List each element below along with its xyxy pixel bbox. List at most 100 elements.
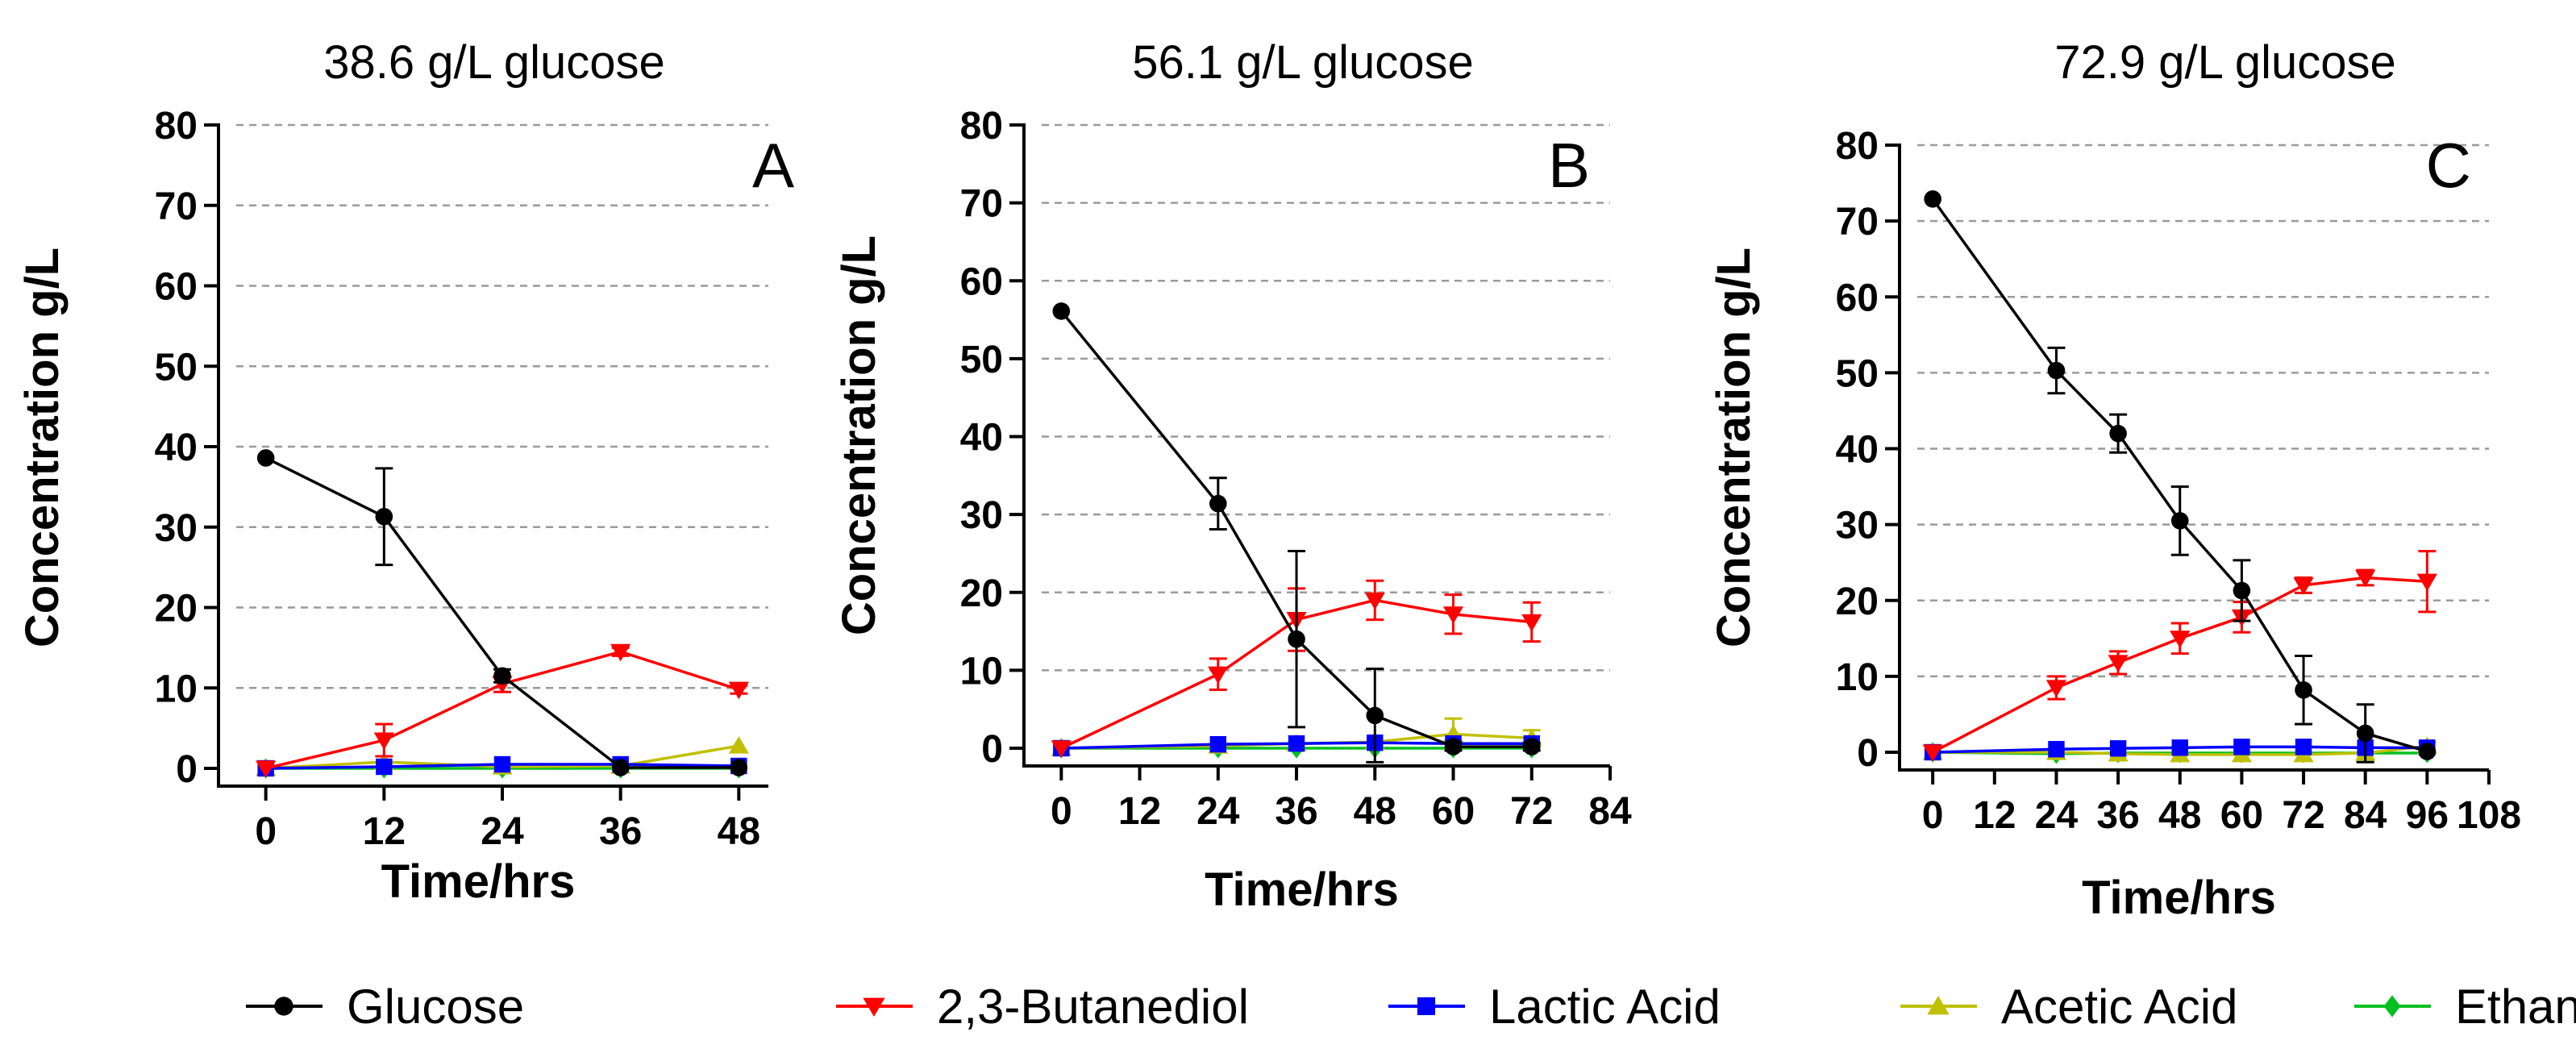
x-axis-title: Time/hrs bbox=[1205, 863, 1399, 916]
y-tick-label: 30 bbox=[960, 494, 1003, 537]
data-point bbox=[2045, 680, 2067, 697]
data-point bbox=[1924, 190, 1941, 208]
data-point bbox=[493, 755, 511, 773]
x-tick-label: 12 bbox=[1973, 794, 2016, 837]
x-tick-label: 72 bbox=[2282, 794, 2324, 837]
data-point bbox=[1922, 744, 1943, 762]
series-line bbox=[1933, 745, 2428, 754]
series-glucose bbox=[1924, 190, 2437, 764]
data-point bbox=[2048, 741, 2065, 758]
series-line bbox=[1059, 310, 1532, 748]
panel-title: 56.1 g/L glucose bbox=[1132, 36, 1474, 89]
x-tick-label: 0 bbox=[1051, 790, 1072, 833]
legend-marker bbox=[274, 997, 293, 1016]
data-point bbox=[1444, 738, 1463, 755]
series-line bbox=[264, 456, 739, 769]
y-tick-label: 70 bbox=[155, 185, 198, 228]
data-point bbox=[375, 507, 393, 526]
x-tick-label: 96 bbox=[2406, 794, 2449, 837]
x-tick-label: 48 bbox=[2158, 794, 2201, 837]
y-tick-label: 60 bbox=[1836, 277, 1879, 319]
legend-label: 2,3-Butanediol bbox=[937, 980, 1249, 1034]
data-point bbox=[730, 759, 748, 776]
data-point bbox=[493, 667, 511, 685]
data-point bbox=[2170, 512, 2189, 530]
y-tick-label: 0 bbox=[1857, 732, 1879, 775]
x-tick-label: 24 bbox=[2035, 794, 2079, 837]
data-point bbox=[2109, 740, 2127, 757]
y-tick-label: 80 bbox=[960, 105, 1003, 148]
data-point bbox=[1208, 666, 1229, 685]
panel-letter: C bbox=[2426, 130, 2471, 201]
x-tick-label: 36 bbox=[599, 810, 642, 853]
series-line bbox=[1932, 576, 2428, 754]
x-tick-label: 24 bbox=[1196, 790, 1240, 833]
x-tick-label: 48 bbox=[1354, 790, 1396, 833]
legend-item: Acetic Acid bbox=[1900, 980, 2237, 1034]
series-line bbox=[1931, 198, 2428, 753]
y-axis-title: Concentration g/L bbox=[16, 248, 69, 647]
legend-marker bbox=[1417, 997, 1436, 1016]
panel-c: 0 10 20 30 40 50 60 70 80 0 12 24 36 48 60 72 84 96 108 72.… bbox=[1708, 36, 2521, 924]
data-point bbox=[2233, 581, 2251, 600]
data-point bbox=[256, 449, 275, 467]
x-tick-label: 108 bbox=[2457, 794, 2521, 837]
x-tick-label: 60 bbox=[2220, 794, 2263, 837]
data-point bbox=[1442, 606, 1464, 624]
x-tick-label: 36 bbox=[1275, 790, 1317, 833]
legend: Glucose 2,3-Butanediol Lactic Acid Acetic A… bbox=[246, 980, 2576, 1034]
x-tick-label: 12 bbox=[363, 810, 406, 853]
data-point bbox=[376, 758, 393, 776]
y-tick-label: 40 bbox=[155, 427, 198, 469]
data-point bbox=[2416, 573, 2437, 592]
legend-marker bbox=[2383, 995, 2401, 1017]
y-tick-label: 30 bbox=[1836, 505, 1879, 547]
series-line bbox=[1060, 598, 1532, 750]
legend-label: Glucose bbox=[347, 980, 524, 1034]
data-point bbox=[1288, 735, 1305, 752]
y-tick-label: 10 bbox=[1836, 656, 1879, 699]
y-tick-label: 10 bbox=[155, 668, 198, 710]
y-tick-label: 50 bbox=[960, 339, 1003, 381]
data-point bbox=[2233, 739, 2250, 755]
panel-letter: A bbox=[752, 130, 794, 201]
x-axis-title: Time/hrs bbox=[2082, 872, 2276, 924]
x-tick-label: 12 bbox=[1118, 790, 1161, 833]
series-glucose bbox=[1052, 302, 1541, 764]
y-tick-label: 40 bbox=[960, 417, 1003, 460]
data-point bbox=[1521, 614, 1542, 632]
data-point bbox=[2170, 630, 2191, 648]
x-tick-label: 0 bbox=[1922, 794, 1944, 837]
y-axis-title: Concentration g/L bbox=[833, 235, 885, 635]
data-point bbox=[2356, 724, 2374, 743]
legend-label: Lactic Acid bbox=[1489, 980, 1721, 1034]
legend-label: Ethanol bbox=[2455, 980, 2576, 1034]
series-line bbox=[1933, 744, 2428, 756]
data-point bbox=[728, 736, 749, 754]
x-axis-title: Time/hrs bbox=[381, 855, 576, 908]
y-tick-label: 20 bbox=[960, 572, 1003, 615]
legend-item: 2,3-Butanediol bbox=[836, 980, 1249, 1034]
x-tick-label: 72 bbox=[1510, 790, 1553, 833]
y-tick-label: 70 bbox=[960, 183, 1003, 226]
data-point bbox=[373, 732, 394, 751]
y-tick-label: 50 bbox=[155, 346, 198, 389]
y-tick-label: 50 bbox=[1836, 352, 1879, 395]
data-point bbox=[1209, 494, 1227, 513]
panel-b: 0 10 20 30 40 50 60 70 80 0 12 24 36 48 60 72 84 56.1 g/L… bbox=[833, 36, 1632, 916]
data-point bbox=[1052, 302, 1071, 320]
x-tick-label: 0 bbox=[255, 810, 277, 853]
data-point bbox=[1364, 592, 1385, 610]
data-point bbox=[2295, 739, 2312, 755]
y-tick-label: 80 bbox=[1836, 125, 1879, 168]
data-point bbox=[1366, 706, 1384, 725]
data-point bbox=[1288, 630, 1305, 648]
legend-item: Glucose bbox=[246, 980, 524, 1034]
y-tick-label: 0 bbox=[176, 748, 198, 791]
data-point bbox=[728, 681, 749, 700]
legend-item: Ethanol bbox=[2354, 980, 2576, 1034]
series-glucose bbox=[256, 449, 748, 776]
data-point bbox=[611, 759, 630, 776]
panel-title: 72.9 g/L glucose bbox=[2054, 36, 2396, 89]
